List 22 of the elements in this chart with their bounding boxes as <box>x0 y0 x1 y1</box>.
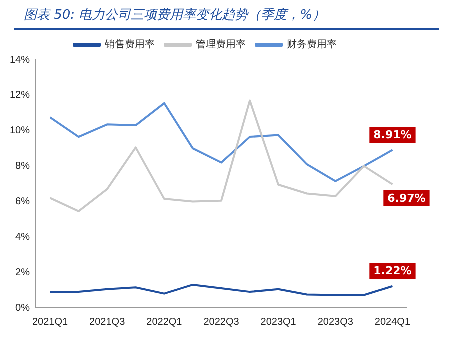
data-label: 6.97% <box>388 192 426 205</box>
legend-label: 财务费用率 <box>287 38 337 51</box>
y-tick-label: 14% <box>10 54 30 66</box>
x-tick-label: 2021Q1 <box>32 316 69 328</box>
x-tick-label: 2023Q1 <box>260 316 297 328</box>
y-tick-label: 10% <box>10 126 30 137</box>
legend-label: 管理费用率 <box>196 38 246 51</box>
y-tick-label: 2% <box>16 267 30 278</box>
y-tick-label: 0% <box>16 302 30 314</box>
x-tick-label: 2024Q1 <box>374 316 411 328</box>
y-tick-label: 4% <box>16 232 30 243</box>
x-tick-label: 2021Q3 <box>90 316 126 328</box>
legend-label: 销售费用率 <box>104 38 155 51</box>
data-label: 8.91% <box>374 128 412 142</box>
y-tick-label: 12% <box>10 90 30 102</box>
chart-title: 图表 50: 电力公司三项费用率变化趋势（季度，%） <box>14 4 439 30</box>
y-tick-label: 8% <box>16 161 30 172</box>
y-tick-label: 6% <box>16 196 30 208</box>
x-tick-label: 2023Q3 <box>318 316 354 328</box>
x-tick-label: 2022Q1 <box>146 316 183 328</box>
data-label: 1.22% <box>374 264 412 278</box>
x-tick-label: 2022Q3 <box>204 316 240 328</box>
